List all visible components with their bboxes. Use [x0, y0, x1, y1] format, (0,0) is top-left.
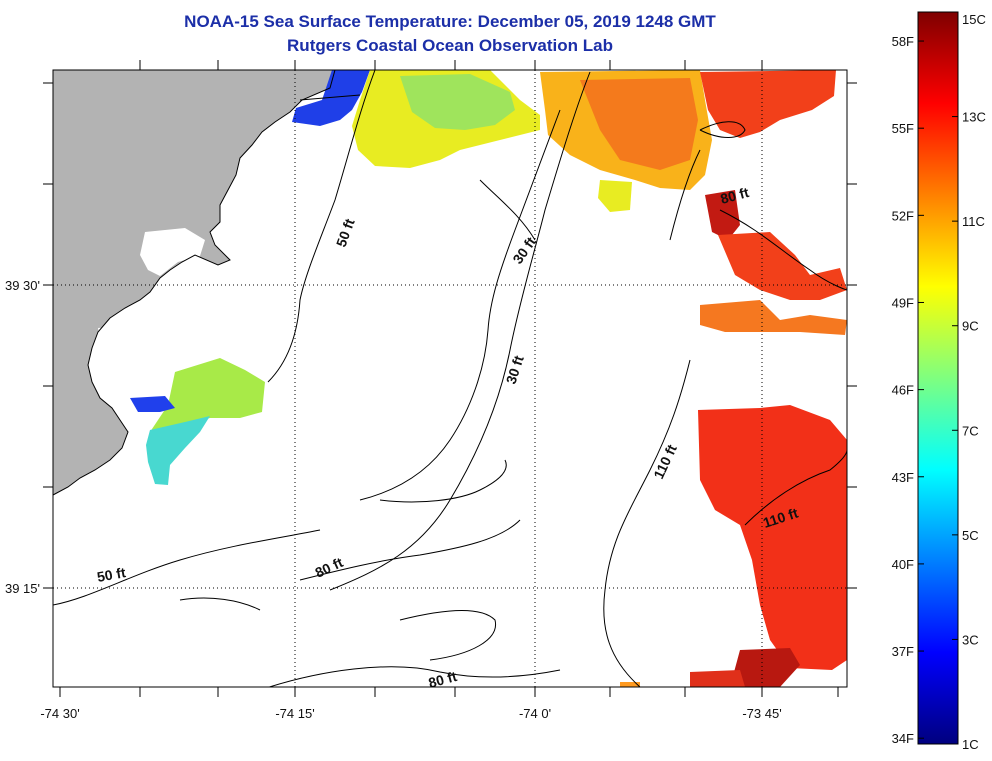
colorbar: 15C 13C 11C 9C 7C 5C 3C 1C 58F 55F 52F 49F 46F 43F 40…: [892, 11, 986, 752]
graticule: [53, 70, 847, 687]
sst-patch: [598, 180, 632, 212]
marsh-inlet: [190, 318, 232, 360]
land-mass: [53, 70, 335, 495]
sst-patch: [130, 396, 175, 412]
colorbar-fahrenheit-label: 49F: [892, 295, 914, 310]
lon-label: -74 15': [275, 706, 314, 721]
contour-80ft-mid: [669, 149, 701, 241]
map-subtitle: Rutgers Coastal Ocean Observation Lab: [287, 36, 613, 55]
sst-patch: [400, 74, 515, 130]
lat-label: 39 30': [5, 278, 40, 293]
colorbar-fahrenheit-label: 40F: [892, 557, 914, 572]
colorbar-fahrenheit-ticks: [918, 40, 924, 739]
map-frame: [52, 69, 848, 688]
map-title: NOAA-15 Sea Surface Temperature: Decembe…: [184, 12, 716, 31]
lon-label: -74 30': [40, 706, 79, 721]
contour-misc-2: [299, 519, 521, 581]
colorbar-fahrenheit-label: 55F: [892, 121, 914, 136]
map-content: [53, 70, 847, 687]
contour-80ft-south: [267, 666, 561, 687]
colorbar-celsius-label: 7C: [962, 423, 979, 438]
colorbar-celsius-label: 3C: [962, 632, 979, 647]
contour-label: 80 ft: [427, 668, 459, 691]
sst-patch: [292, 70, 370, 126]
contour-misc-1: [379, 459, 507, 503]
colorbar-celsius-ticks: [952, 11, 958, 745]
colorbar-fahrenheit-label: 46F: [892, 383, 914, 398]
contour-misc-7: [479, 179, 536, 241]
colorbar-fahrenheit-label: 43F: [892, 470, 914, 485]
colorbar-fahrenheit-labels: 58F 55F 52F 49F 46F 43F 40F 37F 34F: [892, 34, 914, 746]
sst-patch: [690, 670, 745, 687]
contour-misc-6: [299, 94, 361, 101]
lon-label: -73 45': [742, 706, 781, 721]
map-panel: 50 ft 30 ft 80 ft 30 ft 110 ft 80 ft 80 …: [5, 60, 857, 721]
contour-50ft-south: [53, 529, 321, 606]
contour-misc-5: [699, 121, 746, 138]
sst-patch: [700, 300, 847, 335]
sst-patch: [698, 405, 847, 670]
contour-80ft-east: [719, 209, 847, 291]
sst-patch: [620, 682, 640, 687]
sst-patch: [718, 232, 847, 300]
colorbar-celsius-labels: 15C 13C 11C 9C 7C 5C 3C 1C: [962, 12, 986, 752]
contour-label: 50 ft: [96, 564, 127, 585]
contour-misc-4: [179, 597, 261, 611]
marsh-inlet: [98, 325, 152, 372]
sst-patch: [705, 190, 740, 240]
colorbar-celsius-label: 13C: [962, 110, 986, 125]
sst-patch: [700, 70, 836, 138]
colorbar-fahrenheit-label: 37F: [892, 644, 914, 659]
lon-label: -74 0': [519, 706, 551, 721]
sst-patches: [130, 70, 847, 687]
marsh-inlet: [140, 228, 205, 276]
colorbar-celsius-label: 15C: [962, 12, 986, 27]
sst-patch: [580, 78, 698, 170]
colorbar-celsius-label: 11C: [962, 214, 985, 229]
colorbar-fahrenheit-label: 52F: [892, 208, 914, 223]
colorbar-fahrenheit-label: 58F: [892, 34, 914, 49]
lat-label: 39 15': [5, 581, 40, 596]
colorbar-celsius-label: 5C: [962, 528, 979, 543]
contour-110ft: [603, 359, 691, 687]
contour-30ft: [359, 109, 561, 501]
contour-50ft-north: [267, 70, 376, 383]
colorbar-scale: [917, 11, 959, 745]
contour-misc-3: [399, 610, 496, 661]
sst-patch: [150, 358, 265, 432]
contour-label: 80 ft: [719, 184, 751, 207]
sst-patch: [146, 416, 210, 485]
colorbar-fahrenheit-label: 34F: [892, 731, 914, 746]
contour-110ft-south: [744, 449, 847, 526]
colorbar-celsius-label: 9C: [962, 319, 979, 334]
sst-patch: [730, 648, 800, 687]
coastline: [53, 70, 336, 496]
axis-ticks: [43, 60, 857, 697]
bathymetry-contours: [53, 70, 847, 687]
contour-80ft-north: [329, 71, 591, 591]
colorbar-celsius-label: 1C: [962, 737, 979, 752]
